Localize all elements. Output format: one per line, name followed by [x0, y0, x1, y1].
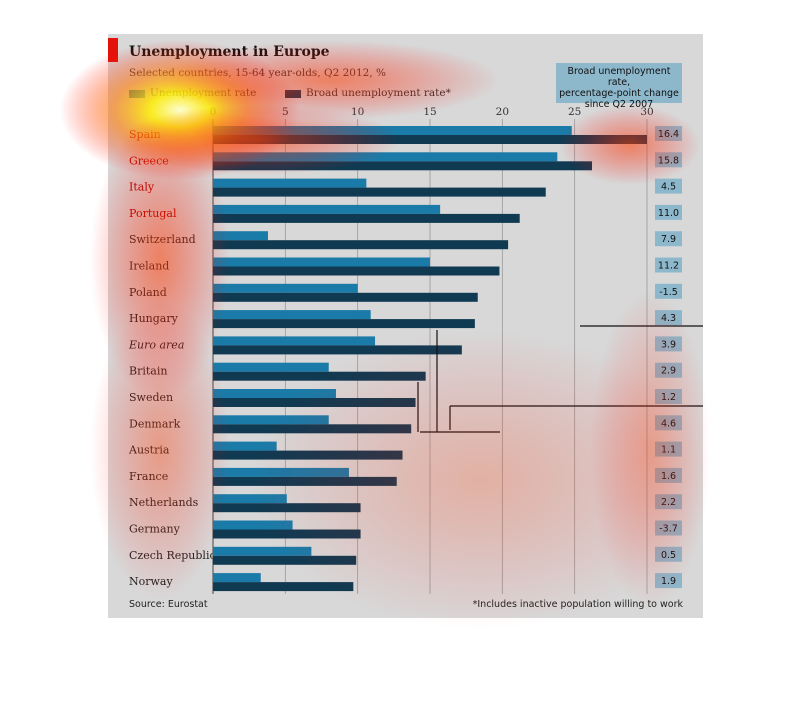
bar-unemployment	[213, 152, 558, 162]
bar-unemployment	[213, 310, 371, 320]
bar-broad-unemployment	[213, 135, 647, 144]
country-label: Switzerland	[129, 233, 196, 246]
country-label: Euro area	[128, 338, 184, 351]
bar-broad-unemployment	[213, 476, 397, 486]
bar-unemployment	[213, 257, 430, 267]
bar-broad-unemployment	[213, 371, 426, 381]
change-value: 3.9	[661, 339, 676, 350]
source-note: Source: Eurostat	[129, 599, 208, 610]
footnote: *Includes inactive population willing to…	[472, 599, 683, 610]
change-value: 4.6	[661, 418, 676, 429]
country-label: Netherlands	[129, 496, 199, 509]
bar-broad-unemployment	[213, 240, 509, 250]
bar-broad-unemployment	[213, 345, 462, 355]
bar-unemployment	[213, 415, 329, 425]
change-value: 7.9	[661, 234, 676, 245]
change-value: 2.2	[661, 497, 676, 508]
change-column-header: Broad unemployment rate, percentage-poin…	[556, 63, 682, 110]
x-tick-label: 15	[423, 106, 436, 118]
bar-unemployment	[213, 573, 261, 583]
x-tick-label: 10	[351, 106, 364, 118]
country-label: Italy	[129, 181, 155, 194]
country-label: France	[129, 470, 168, 483]
x-tick-label: 5	[282, 106, 289, 118]
bar-broad-unemployment	[213, 266, 500, 276]
change-header-line-1: Broad unemployment rate,	[567, 66, 671, 88]
change-value: 0.5	[661, 550, 676, 561]
change-value: 1.2	[661, 392, 676, 403]
change-value: 15.8	[658, 155, 679, 166]
bar-unemployment	[213, 204, 441, 214]
bar-unemployment	[213, 389, 336, 398]
country-label: Denmark	[129, 417, 181, 430]
country-label: Austria	[128, 444, 170, 457]
change-value: 1.1	[661, 445, 676, 456]
country-label: Greece	[129, 154, 169, 167]
change-value: 4.3	[661, 313, 676, 324]
country-label: Germany	[129, 523, 181, 536]
country-label: Sweden	[129, 391, 173, 404]
change-value-box	[655, 204, 682, 220]
change-value: 11.2	[658, 261, 679, 272]
country-label: Portugal	[129, 207, 177, 220]
change-header-line-2: percentage-point change	[559, 88, 679, 99]
bar-broad-unemployment	[213, 187, 546, 197]
country-label: Czech Republic	[129, 549, 216, 562]
change-value: -1.5	[659, 287, 678, 298]
x-tick-label: 30	[640, 106, 653, 118]
x-tick-label: 20	[496, 106, 509, 118]
country-label: Norway	[129, 575, 173, 588]
change-value: 4.5	[661, 182, 676, 193]
country-label: Spain	[129, 128, 161, 141]
bar-broad-unemployment	[213, 424, 412, 434]
bar-broad-unemployment	[213, 319, 475, 329]
country-label: Hungary	[129, 312, 179, 325]
bar-broad-unemployment	[213, 398, 416, 407]
bar-broad-unemployment	[213, 529, 361, 539]
change-value: 1.9	[661, 576, 676, 587]
bar-unemployment	[213, 520, 293, 530]
bar-broad-unemployment	[213, 292, 478, 302]
bar-broad-unemployment	[213, 555, 357, 565]
x-tick-label: 0	[210, 106, 217, 118]
bar-unemployment	[213, 546, 312, 556]
country-label: Ireland	[129, 260, 169, 273]
change-value: 1.6	[661, 471, 676, 482]
change-value: -3.7	[659, 524, 678, 535]
bar-unemployment	[213, 494, 287, 504]
bar-unemployment	[213, 362, 329, 372]
bar-broad-unemployment	[213, 213, 520, 223]
bar-unemployment	[213, 336, 376, 346]
country-label: Britain	[129, 365, 167, 378]
country-label: Poland	[129, 286, 167, 299]
change-header-line-3: since Q2 2007	[584, 99, 654, 110]
change-value-box	[655, 231, 682, 247]
bar-unemployment	[213, 231, 268, 241]
x-tick-label: 25	[568, 106, 581, 118]
bar-broad-unemployment	[213, 582, 354, 592]
bar-unemployment	[213, 126, 572, 135]
change-value: 2.9	[661, 366, 676, 377]
bar-unemployment	[213, 441, 277, 451]
change-value: 16.4	[658, 129, 679, 140]
bar-broad-unemployment	[213, 450, 403, 460]
change-value-box	[655, 257, 682, 273]
bar-broad-unemployment	[213, 503, 361, 513]
bar-unemployment	[213, 467, 349, 477]
bar-broad-unemployment	[213, 161, 593, 171]
change-value: 11.0	[658, 208, 679, 219]
bar-unemployment	[213, 283, 358, 293]
bar-unemployment	[213, 178, 367, 188]
